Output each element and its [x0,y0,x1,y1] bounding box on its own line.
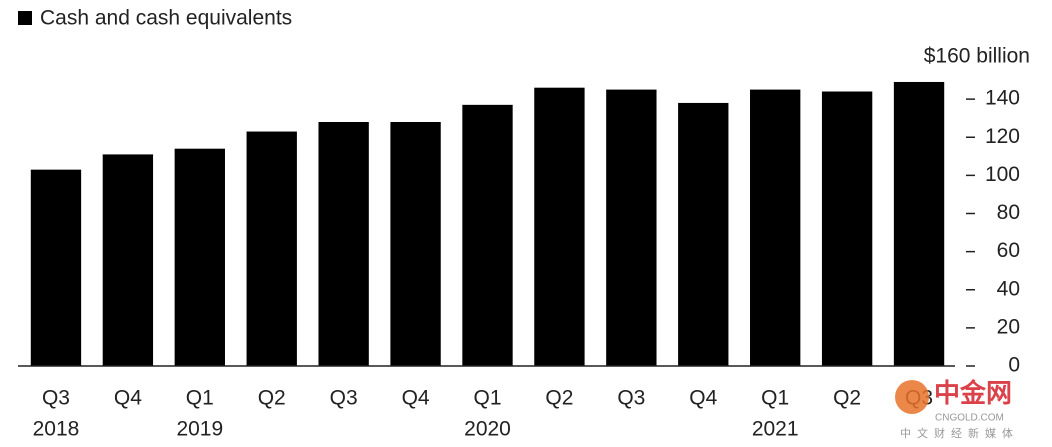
x-tick-label: Q4 [689,387,717,410]
year-label: 2020 [464,418,511,441]
bar [246,131,297,366]
y-tick-label: 0 [1008,354,1020,377]
x-tick-label: Q1 [761,387,789,410]
year-label: 2019 [176,418,223,441]
legend-label: Cash and cash equivalents [40,7,292,30]
y-tick-label: 120 [985,125,1020,148]
bar [893,81,945,366]
watermark-brand: 中金网 [934,378,1012,408]
x-tick-label: Q2 [545,387,573,410]
watermark-site: CNGOLD.COM [935,413,1004,424]
legend-swatch [18,11,32,25]
watermark: 中金网 CNGOLD.COM 中文财经新媒体 [895,378,1019,440]
year-label: 2021 [752,418,799,441]
x-tick-label: Q4 [114,387,142,410]
year-label: 2018 [33,418,80,441]
y-tick-label: 40 [997,277,1020,300]
y-tick-label: 140 [985,87,1020,110]
watermark-tagline: 中文财经新媒体 [900,426,1019,440]
bar [102,154,154,366]
bar [174,148,225,366]
y-tick-label: 100 [985,163,1020,186]
x-tick-label: Q1 [473,387,501,410]
x-tick-label: Q2 [258,387,286,410]
x-tick-label: Q3 [42,387,70,410]
y-tick-label: 20 [997,315,1020,338]
bar [30,169,82,366]
bar [390,122,441,366]
bar [821,91,873,366]
x-tick-label: Q3 [617,387,645,410]
bar [534,87,585,366]
bar [750,89,801,366]
bar [462,104,513,366]
bar [606,89,657,366]
watermark-logo [895,380,929,414]
y-tick-label: 60 [997,239,1020,262]
x-tick-label: Q1 [186,387,214,410]
y-tick-label: $160 billion [924,45,1030,68]
x-tick-label: Q4 [402,387,430,410]
x-tick-label: Q2 [833,387,861,410]
bar [678,102,729,366]
x-tick-label: Q3 [330,387,358,410]
bar [318,122,369,366]
y-tick-label: 80 [997,201,1020,224]
